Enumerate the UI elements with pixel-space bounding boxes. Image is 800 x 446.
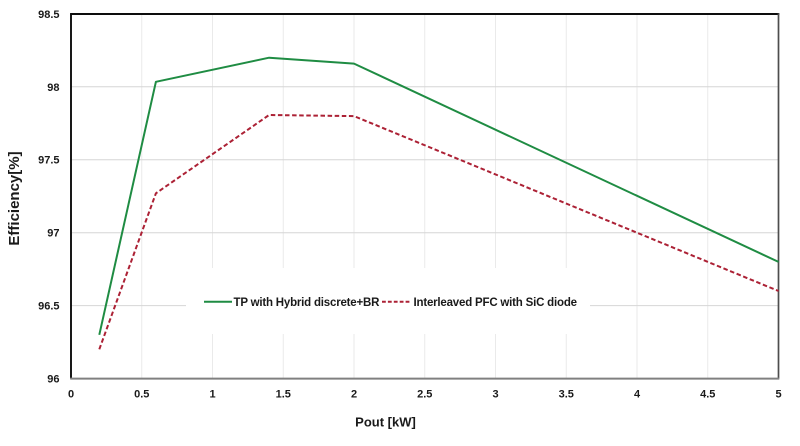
svg-text:98.5: 98.5	[38, 9, 59, 21]
svg-text:97: 97	[47, 228, 59, 240]
svg-text:Efficiency[%]: Efficiency[%]	[6, 151, 23, 245]
svg-text:1: 1	[209, 388, 215, 400]
svg-text:0: 0	[68, 388, 74, 400]
svg-text:4.5: 4.5	[700, 388, 715, 400]
svg-text:0.5: 0.5	[134, 388, 149, 400]
svg-text:1.5: 1.5	[276, 388, 291, 400]
svg-text:5: 5	[775, 388, 781, 400]
svg-text:4: 4	[634, 388, 641, 400]
svg-text:Interleaved PFC with SiC diode: Interleaved PFC with SiC diode	[414, 297, 577, 309]
svg-text:3: 3	[492, 388, 498, 400]
svg-text:96.5: 96.5	[38, 301, 59, 313]
svg-text:TP with Hybrid discrete+BR: TP with Hybrid discrete+BR	[234, 297, 381, 309]
svg-text:96: 96	[47, 374, 59, 386]
svg-text:2: 2	[351, 388, 357, 400]
svg-text:98: 98	[47, 82, 59, 94]
svg-text:2.5: 2.5	[417, 388, 432, 400]
svg-text:Pout [kW]: Pout [kW]	[355, 415, 416, 430]
svg-text:3.5: 3.5	[559, 388, 574, 400]
svg-text:97.5: 97.5	[38, 155, 59, 167]
